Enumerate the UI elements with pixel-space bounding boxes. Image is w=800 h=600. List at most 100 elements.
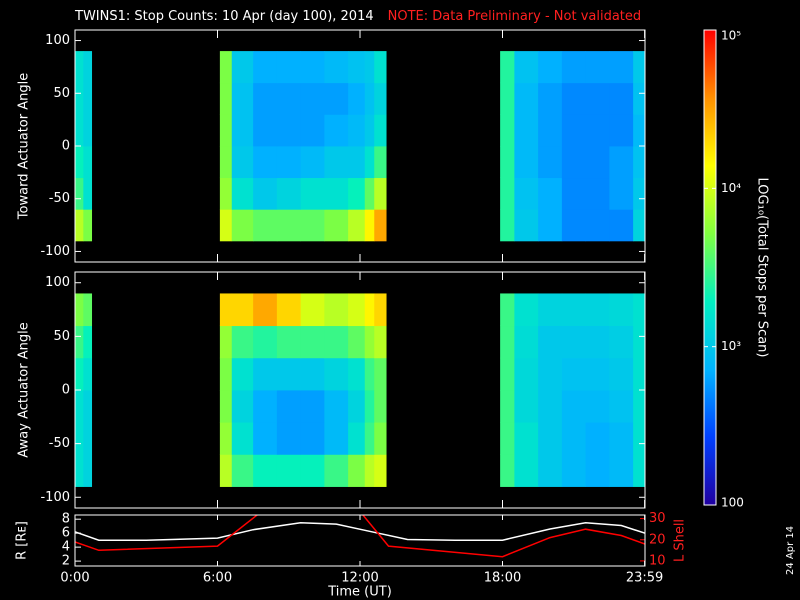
- heatmap-cell: [276, 422, 302, 455]
- heatmap-cell: [75, 177, 84, 210]
- y-tick-label: -100: [40, 490, 70, 505]
- heatmap-cell: [219, 454, 233, 487]
- y-tick-label: 50: [53, 86, 70, 101]
- heatmap-cell: [324, 390, 349, 423]
- heatmap-cell: [585, 82, 610, 115]
- heatmap-cell: [585, 209, 610, 242]
- heatmap-cell: [276, 146, 302, 179]
- colorbar-tick-label: 10⁵: [721, 29, 741, 43]
- heatmap-cell: [348, 114, 366, 147]
- heatmap-cell: [538, 454, 563, 487]
- heatmap-cell: [75, 325, 84, 359]
- heatmap-cell: [231, 209, 254, 242]
- heatmap-cell: [585, 114, 610, 147]
- heatmap-cell: [364, 177, 375, 210]
- heatmap-cell: [219, 146, 233, 179]
- x-tick-label: 12:00: [341, 571, 378, 586]
- heatmap-cell: [253, 177, 278, 210]
- heatmap-cell: [219, 390, 233, 423]
- heatmap-cell: [633, 177, 646, 210]
- colorbar-tick-label: 10³: [721, 339, 741, 353]
- heatmap-cell: [231, 177, 254, 210]
- heatmap-cell: [253, 209, 278, 242]
- series-line: [361, 515, 645, 558]
- colorbar-label: LOG₁₀(Total Stops per Scan): [755, 178, 770, 358]
- heatmap-cell: [300, 357, 325, 391]
- heatmap-cell: [348, 146, 366, 179]
- heatmap-cell: [300, 114, 325, 147]
- colorbar-tick-label: 10⁴: [721, 181, 741, 195]
- colorbar-tick-label: 100: [721, 496, 744, 510]
- heatmap-cell: [561, 454, 587, 487]
- heatmap-cell: [324, 454, 349, 487]
- heatmap-cell: [609, 209, 634, 242]
- heatmap-cell: [300, 390, 325, 423]
- y-axis-label: R [Rᴇ]: [15, 521, 30, 560]
- heatmap-cell: [374, 293, 387, 327]
- heatmap-cell: [348, 209, 366, 242]
- heatmap-cell: [364, 325, 375, 359]
- heatmap-cell: [374, 357, 387, 391]
- heatmap-cell: [609, 454, 634, 487]
- y-tick-label: 4: [62, 540, 70, 555]
- y-tick-label: 8: [62, 512, 70, 527]
- heatmap-cell: [514, 177, 539, 210]
- heatmap-cell: [500, 114, 515, 147]
- heatmap-cell: [75, 422, 84, 455]
- heatmap-cell: [253, 390, 278, 423]
- heatmap-cell: [219, 82, 233, 115]
- heatmap-cell: [348, 293, 366, 327]
- heatmap-cell: [561, 293, 587, 327]
- heatmap-cell: [633, 325, 646, 359]
- heatmap-cell: [219, 422, 233, 455]
- heatmap-cell: [348, 51, 366, 84]
- heatmap-cell: [300, 422, 325, 455]
- heatmap-cell: [538, 390, 563, 423]
- heatmap-cell: [609, 114, 634, 147]
- heatmap-cell: [83, 177, 93, 210]
- heatmap-cell: [231, 325, 254, 359]
- heatmap-cell: [609, 51, 634, 84]
- heatmap-cell: [374, 454, 387, 487]
- heatmap-cell: [585, 177, 610, 210]
- heatmap-cell: [364, 454, 375, 487]
- heatmap-cell: [514, 357, 539, 391]
- heatmap-cell: [609, 390, 634, 423]
- heatmap-cell: [83, 390, 93, 423]
- heatmap-cell: [300, 177, 325, 210]
- heatmap-cell: [231, 114, 254, 147]
- heatmap-cell: [231, 390, 254, 423]
- y2-axis-label: L Shell: [673, 519, 688, 562]
- heatmap-cell: [219, 209, 233, 242]
- heatmap-cell: [219, 114, 233, 147]
- heatmap-cell: [300, 209, 325, 242]
- heatmap-cell: [633, 293, 646, 327]
- y2-tick-label: 20: [649, 532, 666, 547]
- heatmap-cell: [538, 422, 563, 455]
- heatmap-cell: [609, 325, 634, 359]
- heatmap-cell: [374, 177, 387, 210]
- heatmap-cell: [633, 390, 646, 423]
- heatmap-cell: [364, 390, 375, 423]
- x-tick-label: 0:00: [60, 571, 89, 586]
- heatmap-cell: [348, 422, 366, 455]
- heatmap-cell: [585, 390, 610, 423]
- heatmap-cell: [561, 209, 587, 242]
- heatmap-cell: [538, 146, 563, 179]
- heatmap-cell: [514, 390, 539, 423]
- heatmap-cell: [75, 357, 84, 391]
- heatmap-cell: [374, 390, 387, 423]
- heatmap-cell: [633, 454, 646, 487]
- heatmap-cell: [609, 357, 634, 391]
- heatmap-cell: [324, 114, 349, 147]
- heatmap-cell: [538, 357, 563, 391]
- heatmap-cell: [538, 325, 563, 359]
- y-tick-label: 2: [62, 554, 70, 569]
- series-line: [75, 521, 645, 541]
- heatmap-cell: [83, 209, 93, 242]
- heatmap-cell: [83, 325, 93, 359]
- heatmap-cell: [609, 422, 634, 455]
- heatmap-cell: [585, 146, 610, 179]
- heatmap-cell: [374, 422, 387, 455]
- heatmap-cell: [538, 114, 563, 147]
